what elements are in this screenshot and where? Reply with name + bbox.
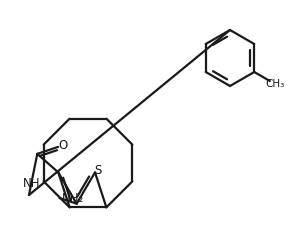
Text: NH: NH xyxy=(22,177,40,190)
Text: NH₂: NH₂ xyxy=(61,192,84,204)
Text: S: S xyxy=(94,164,102,177)
Text: O: O xyxy=(58,139,67,152)
Text: CH₃: CH₃ xyxy=(266,79,285,89)
